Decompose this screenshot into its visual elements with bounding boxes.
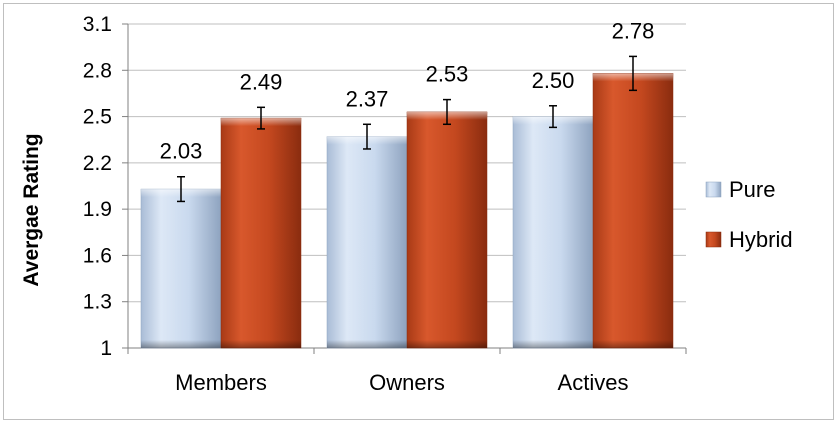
data-labels: 2.03 2.49 2.37 2.53 2.50 2.78	[160, 18, 655, 163]
y-tick-label: 1.3	[83, 291, 112, 314]
legend-label-pure: Pure	[729, 177, 775, 202]
y-tick-label: 1.9	[83, 198, 112, 221]
bar-bevel-bottom	[513, 340, 593, 348]
y-tick-label: 2.2	[83, 152, 112, 175]
x-tick-label-owners: Owners	[369, 370, 445, 395]
x-tick-label-members: Members	[175, 370, 267, 395]
y-tick-label: 2.8	[83, 59, 112, 82]
bar-hybrid-actives	[592, 73, 674, 349]
bar-bevel-bottom	[327, 340, 407, 348]
data-label-hybrid-owners: 2.53	[426, 62, 469, 87]
y-tick-label: 1	[100, 337, 112, 360]
bar-hybrid-owners	[406, 111, 488, 349]
bar-pure-owners	[326, 136, 408, 349]
data-label-hybrid-actives: 2.78	[612, 18, 655, 43]
y-axis-label: Avergae Rating	[20, 133, 43, 286]
data-label-pure-actives: 2.50	[532, 68, 575, 93]
legend-label-hybrid: Hybrid	[729, 227, 793, 252]
data-label-pure-members: 2.03	[160, 139, 203, 164]
bar-pure-members	[140, 188, 222, 349]
y-tick-label: 3.1	[83, 13, 112, 36]
tick-labels: 1 1.3 1.6 1.9 2.2 2.5 2.8 3.1 Members Owners Activ…	[83, 13, 629, 395]
bar-bevel-bottom	[593, 340, 673, 348]
y-tick-label: 2.5	[83, 106, 112, 129]
bar-hybrid-members	[220, 117, 302, 349]
bar-bevel-bottom	[221, 340, 301, 348]
legend-swatch-hybrid	[705, 231, 722, 248]
error-bars	[177, 55, 637, 203]
legend-swatch-pure	[705, 181, 722, 198]
x-tick-label-actives: Actives	[558, 370, 629, 395]
bars	[140, 73, 674, 349]
data-label-pure-owners: 2.37	[346, 86, 389, 111]
bar-pure-actives	[512, 116, 594, 349]
bar-bevel-bottom	[141, 340, 221, 348]
data-label-hybrid-members: 2.49	[240, 69, 283, 94]
legend: Pure Hybrid	[705, 177, 793, 252]
y-tick-label: 1.6	[83, 244, 112, 267]
bar-bevel-bottom	[407, 340, 487, 348]
